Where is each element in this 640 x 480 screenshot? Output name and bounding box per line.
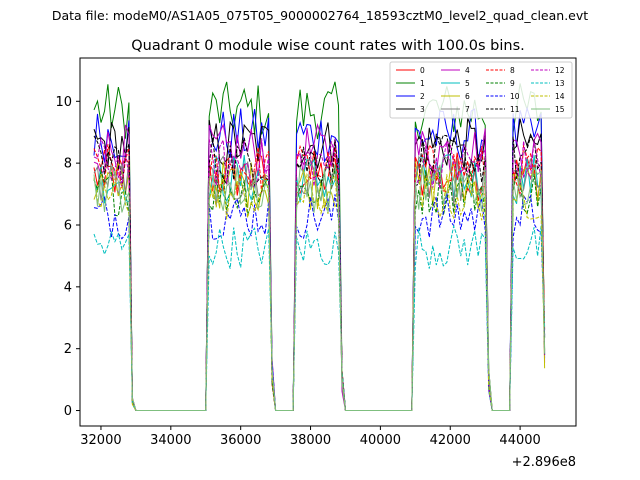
series-line-15 — [93, 163, 546, 411]
y-tick-label: 10 — [55, 95, 72, 110]
y-axis: 0 2 4 6 8 10 — [55, 95, 80, 419]
x-axis: 32000 34000 36000 38000 40000 42000 44000 — [80, 426, 541, 448]
x-tick-label: 32000 — [80, 433, 121, 448]
legend-box — [389, 61, 573, 119]
legend-label-8: 8 — [510, 66, 515, 75]
x-tick-label: 38000 — [290, 433, 331, 448]
legend-label-15: 15 — [555, 105, 565, 114]
y-tick-label: 8 — [64, 157, 72, 172]
legend-label-6: 6 — [465, 92, 470, 101]
legend-label-2: 2 — [420, 92, 425, 101]
legend-label-7: 7 — [465, 105, 470, 114]
legend-label-14: 14 — [555, 92, 565, 101]
chart-title: Quadrant 0 module wise count rates with … — [131, 38, 525, 54]
series-line-14 — [93, 172, 546, 411]
y-tick-label: 2 — [64, 342, 72, 357]
x-tick-label: 34000 — [150, 433, 191, 448]
legend-label-4: 4 — [465, 66, 470, 75]
legend-label-9: 9 — [510, 79, 515, 88]
legend-label-3: 3 — [420, 105, 425, 114]
series-line-12 — [93, 136, 546, 411]
legend-label-0: 0 — [420, 66, 425, 75]
x-tick-label: 36000 — [220, 433, 261, 448]
legend-label-10: 10 — [510, 92, 520, 101]
x-offset-label: +2.896e8 — [512, 455, 576, 470]
legend-label-13: 13 — [555, 79, 565, 88]
plot-area — [80, 58, 576, 426]
axes-frame — [79, 57, 577, 427]
legend-label-12: 12 — [555, 66, 565, 75]
y-tick-label: 4 — [64, 280, 72, 295]
legend-label-11: 11 — [510, 105, 520, 114]
x-tick-label: 44000 — [499, 433, 540, 448]
y-tick-label: 6 — [64, 218, 72, 233]
legend-label-5: 5 — [465, 79, 470, 88]
x-tick-label: 40000 — [360, 433, 401, 448]
y-tick-label: 0 — [64, 404, 72, 419]
x-tick-label: 42000 — [430, 433, 471, 448]
legend-label-1: 1 — [420, 79, 425, 88]
series-layer — [93, 81, 546, 411]
figure-suptitle: Data file: modeM0/AS1A05_075T05_90000027… — [52, 8, 588, 23]
